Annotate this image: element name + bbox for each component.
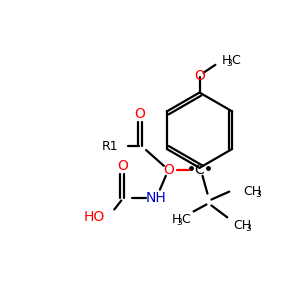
Text: 3: 3: [226, 59, 232, 68]
Text: O: O: [117, 159, 128, 173]
Text: C: C: [182, 213, 190, 226]
Text: H: H: [172, 213, 181, 226]
Text: HO: HO: [84, 210, 105, 224]
Text: CH: CH: [233, 219, 251, 232]
Text: C: C: [231, 54, 240, 67]
Text: 3: 3: [245, 224, 251, 233]
Text: O: O: [135, 107, 146, 121]
Text: O: O: [164, 163, 174, 177]
Text: H: H: [221, 54, 231, 67]
Text: O: O: [194, 69, 205, 83]
Text: CH: CH: [243, 185, 261, 198]
Text: 3: 3: [177, 218, 182, 227]
Text: NH: NH: [146, 190, 166, 205]
Text: 3: 3: [255, 190, 261, 199]
Text: R1: R1: [102, 140, 119, 152]
Text: C: C: [195, 163, 204, 177]
